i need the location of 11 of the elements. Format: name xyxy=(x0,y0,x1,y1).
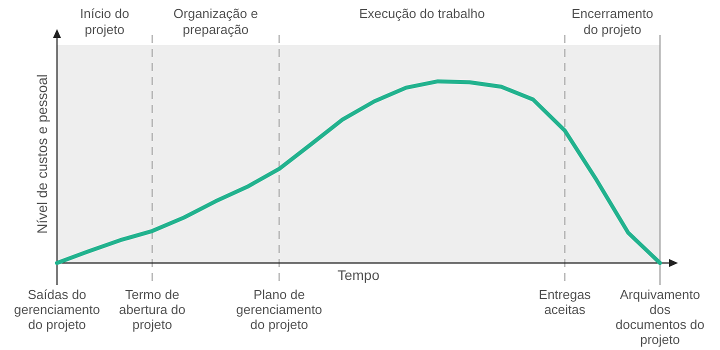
x-tick-label: Saídas do gerenciamento do projeto xyxy=(14,287,100,332)
x-tick-label: Entregas aceitas xyxy=(538,287,592,317)
x-axis-title: Tempo xyxy=(337,266,380,283)
y-axis-title: Nível de custos e pessoal xyxy=(34,74,50,234)
x-tick-label: Arquivamento dos documentos do projeto xyxy=(616,287,704,347)
text: Início do projeto xyxy=(80,6,130,37)
x-tick-label: Termo de abertura do projeto xyxy=(118,287,186,332)
text: Execução do trabalho xyxy=(359,6,485,21)
text: Organização e preparação xyxy=(173,6,258,37)
text: Encerramento do projeto xyxy=(572,6,654,37)
x-tick-label: Plano de gerenciamento do projeto xyxy=(236,287,322,332)
